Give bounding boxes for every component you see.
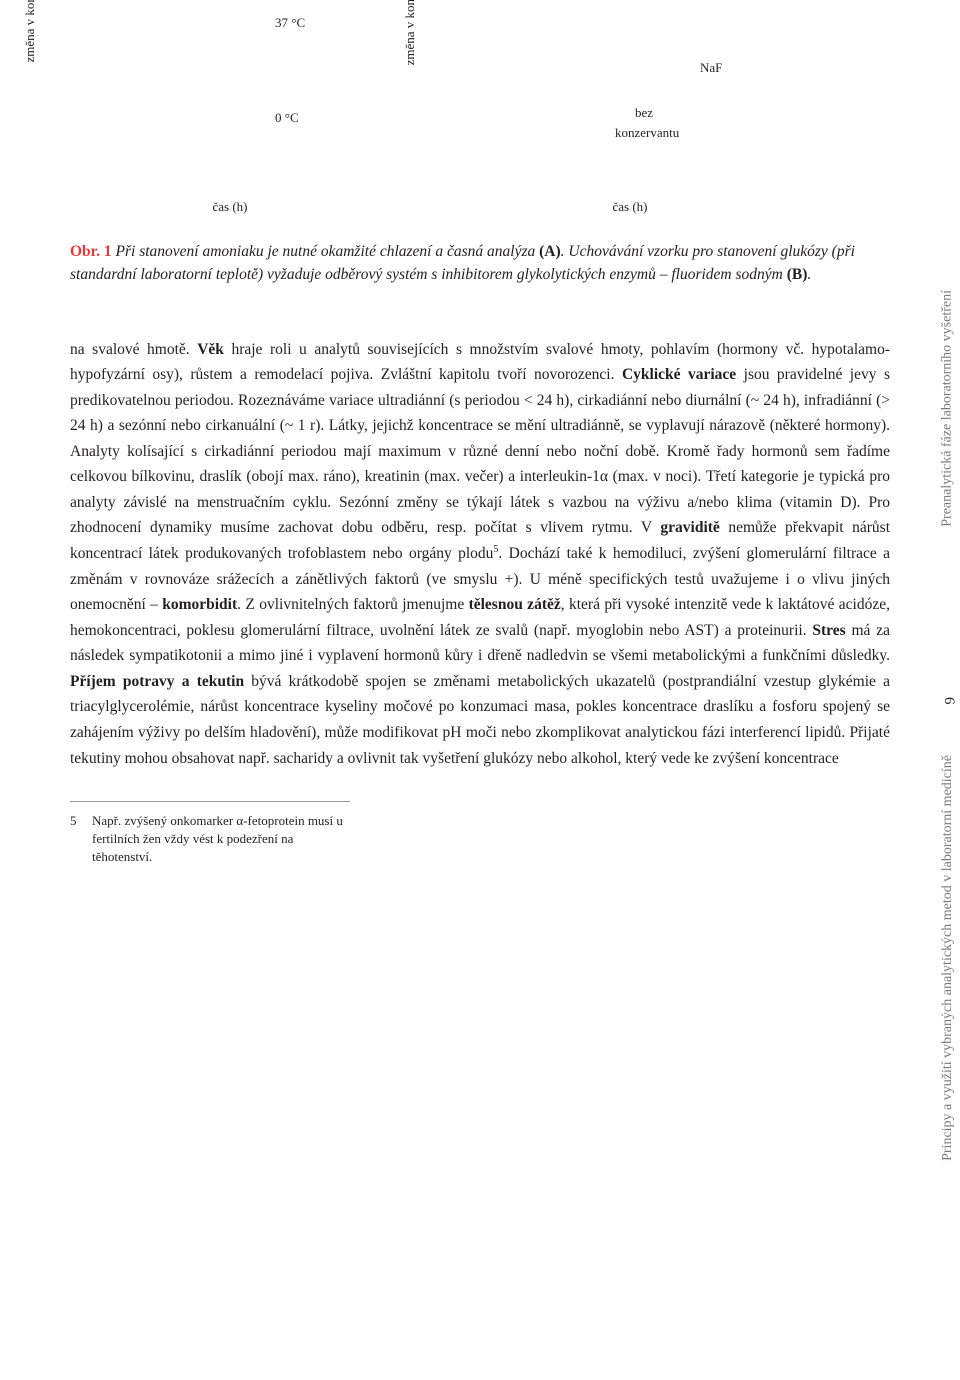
chart-a-xlabel: čas (h) — [212, 199, 247, 215]
body-bold-prijem: Příjem potravy a tekutin — [70, 673, 244, 690]
footnote: 5 Např. zvýšený onkomarker α-fetoprotein… — [70, 801, 350, 867]
footnote-number: 5 — [70, 812, 80, 867]
charts-row: změna v koncentraci amoniaku (%) 37 °C 0… — [60, 10, 960, 210]
side-page-number: 9 — [942, 697, 959, 705]
figure-bold-b: (B) — [787, 266, 808, 283]
figure-label: Obr. 1 — [70, 243, 112, 260]
body-bold-telesnou: tělesnou zátěž — [469, 596, 561, 613]
chart-b-label-naf: NaF — [700, 60, 722, 76]
chart-b-label-konz: konzervantu — [615, 125, 679, 141]
chart-a-label-0c: 0 °C — [275, 110, 299, 126]
body-bold-vek: Věk — [197, 341, 224, 358]
chart-a-ylabel: změna v koncentraci amoniaku (%) — [22, 0, 38, 63]
figure-caption-text3: . — [807, 266, 811, 283]
chart-a: změna v koncentraci amoniaku (%) 37 °C 0… — [60, 10, 400, 210]
footnote-text: Např. zvýšený onkomarker α-fetoprotein m… — [92, 812, 350, 867]
side-vertical-text-2: Principy a využití vybraných analytickýc… — [940, 755, 956, 1161]
body-paragraph: na svalové hmotě. Věk hraje roli u analy… — [70, 337, 890, 772]
chart-a-label-37c: 37 °C — [275, 15, 305, 31]
chart-b: změna v koncentraci glukózy (%) NaF bez … — [440, 10, 820, 210]
chart-b-ylabel: změna v koncentraci glukózy (%) — [402, 0, 418, 65]
body-text-3: jsou pravidelné jevy s predikovatelnou p… — [70, 366, 890, 536]
body-bold-cyklicke: Cyklické variace — [622, 366, 736, 383]
figure-bold-a: (A) — [539, 243, 561, 260]
body-bold-stres: Stres — [812, 622, 845, 639]
side-vertical-text-1: Preanalytická fáze laboratorního vyšetře… — [940, 290, 956, 527]
chart-b-xlabel: čas (h) — [612, 199, 647, 215]
body-bold-gravidite: graviditě — [660, 519, 719, 536]
figure-caption-text1: Při stanovení amoniaku je nutné okamžité… — [116, 243, 540, 260]
body-text-1: na svalové hmotě. — [70, 341, 197, 358]
figure-caption: Obr. 1 Při stanovení amoniaku je nutné o… — [70, 240, 890, 287]
body-text-6: . Z ovlivnitelných faktorů jmenujme — [237, 596, 468, 613]
chart-b-label-bez: bez — [635, 105, 653, 121]
body-bold-komorbidit: komorbidit — [162, 596, 237, 613]
